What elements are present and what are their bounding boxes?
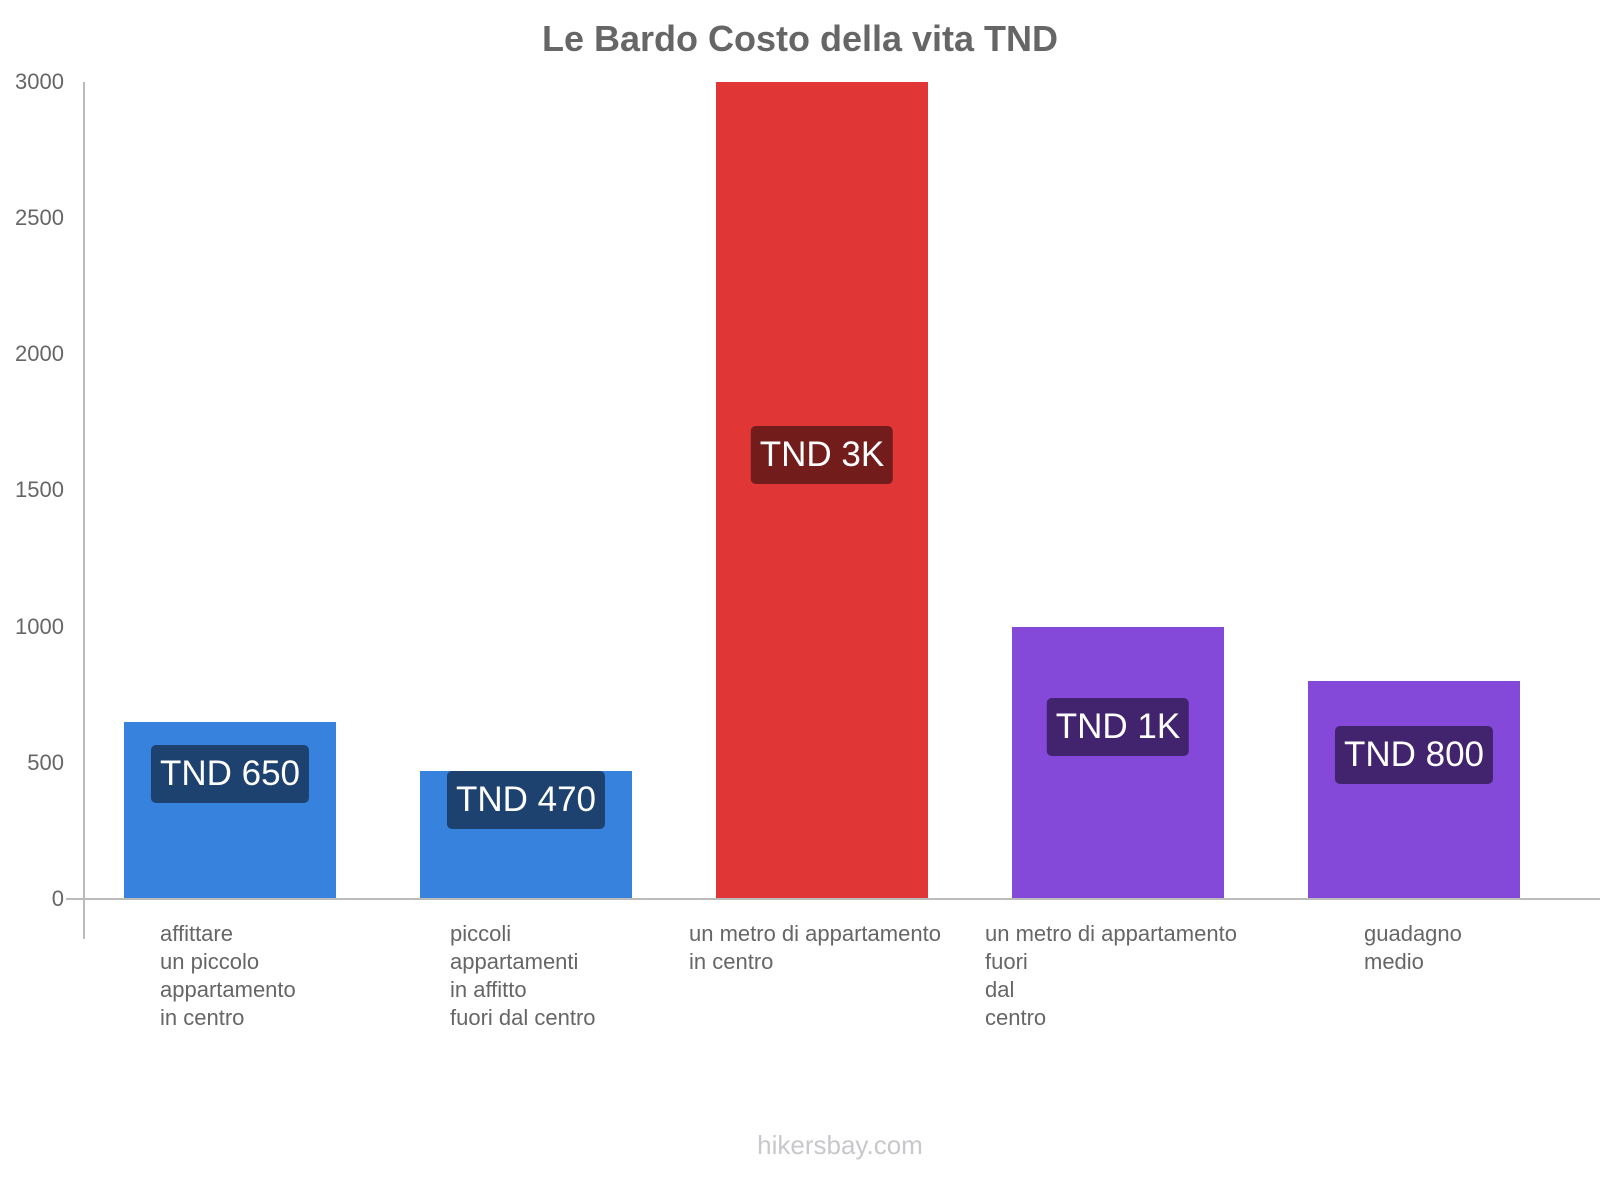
y-tick-label: 2500 xyxy=(15,205,64,230)
y-tick-label: 0 xyxy=(51,886,64,911)
y-tick-label: 500 xyxy=(27,750,64,775)
bar-value-label: TND 470 xyxy=(446,771,606,829)
x-category-label: guadagno medio xyxy=(1364,921,1462,974)
y-tick-label: 1500 xyxy=(15,477,64,502)
chart-title: Le Bardo Costo della vita TND xyxy=(541,18,1059,59)
x-category-label: piccoli appartamenti in affitto fuori da… xyxy=(450,921,596,1030)
bar-value-label: TND 1K xyxy=(1046,698,1190,756)
bar-sqm-price-center xyxy=(716,82,928,899)
bar-value-label: TND 3K xyxy=(750,426,894,484)
y-tick-label: 2000 xyxy=(15,341,64,366)
watermark-footer: hikersbay.com xyxy=(757,1130,923,1160)
x-category-label: un metro di appartamento fuori dal centr… xyxy=(985,921,1237,1030)
bar-value-label: TND 800 xyxy=(1334,726,1494,784)
bar-value-label: TND 650 xyxy=(150,745,310,803)
x-category-label: un metro di appartamento in centro xyxy=(689,921,941,974)
x-axis-line xyxy=(66,898,1600,900)
x-category-label: affittare un piccolo appartamento in cen… xyxy=(160,921,296,1030)
y-axis-line xyxy=(83,82,85,939)
y-tick-label: 3000 xyxy=(15,69,64,94)
bar-average-salary xyxy=(1308,681,1520,899)
bar-sqm-price-outside-center xyxy=(1012,626,1224,899)
y-tick-label: 1000 xyxy=(15,614,64,639)
